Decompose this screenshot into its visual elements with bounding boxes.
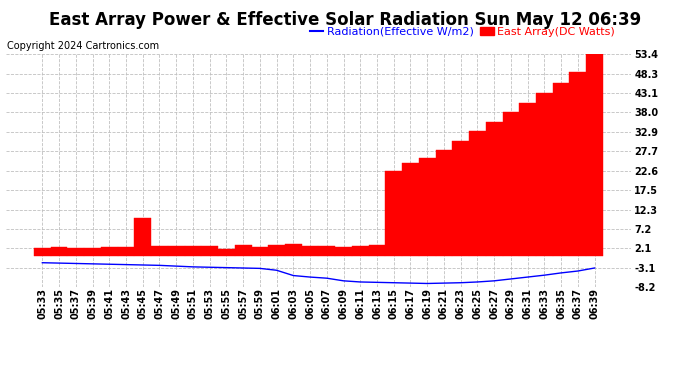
Bar	[486, 122, 502, 256]
Bar	[368, 244, 386, 256]
Bar	[285, 244, 302, 256]
Bar	[201, 246, 218, 256]
Bar	[184, 246, 201, 256]
Bar	[453, 141, 469, 256]
Bar	[318, 246, 335, 256]
Bar	[520, 103, 536, 256]
Bar	[34, 248, 50, 256]
Bar	[536, 93, 553, 256]
Bar	[101, 247, 117, 256]
Bar	[569, 72, 586, 256]
Bar	[586, 54, 603, 256]
Bar	[50, 247, 68, 256]
Text: East Array Power & Effective Solar Radiation Sun May 12 06:39: East Array Power & Effective Solar Radia…	[49, 11, 641, 29]
Bar	[168, 246, 184, 256]
Bar	[469, 131, 486, 256]
Text: Copyright 2024 Cartronics.com: Copyright 2024 Cartronics.com	[7, 41, 159, 51]
Bar	[302, 246, 318, 256]
Bar	[386, 171, 402, 256]
Bar	[352, 246, 368, 256]
Bar	[553, 83, 569, 256]
Bar	[335, 247, 352, 256]
Bar	[435, 150, 453, 256]
Bar	[218, 249, 235, 256]
Bar	[68, 248, 84, 256]
Bar	[502, 112, 520, 256]
Bar	[251, 247, 268, 256]
Bar	[235, 245, 251, 256]
Bar	[268, 244, 285, 256]
Bar	[151, 246, 168, 256]
Bar	[117, 247, 135, 256]
Legend: Radiation(Effective W/m2), East Array(DC Watts): Radiation(Effective W/m2), East Array(DC…	[306, 22, 619, 41]
Bar	[402, 164, 419, 256]
Bar	[84, 248, 101, 256]
Bar	[419, 158, 435, 256]
Bar	[135, 218, 151, 256]
